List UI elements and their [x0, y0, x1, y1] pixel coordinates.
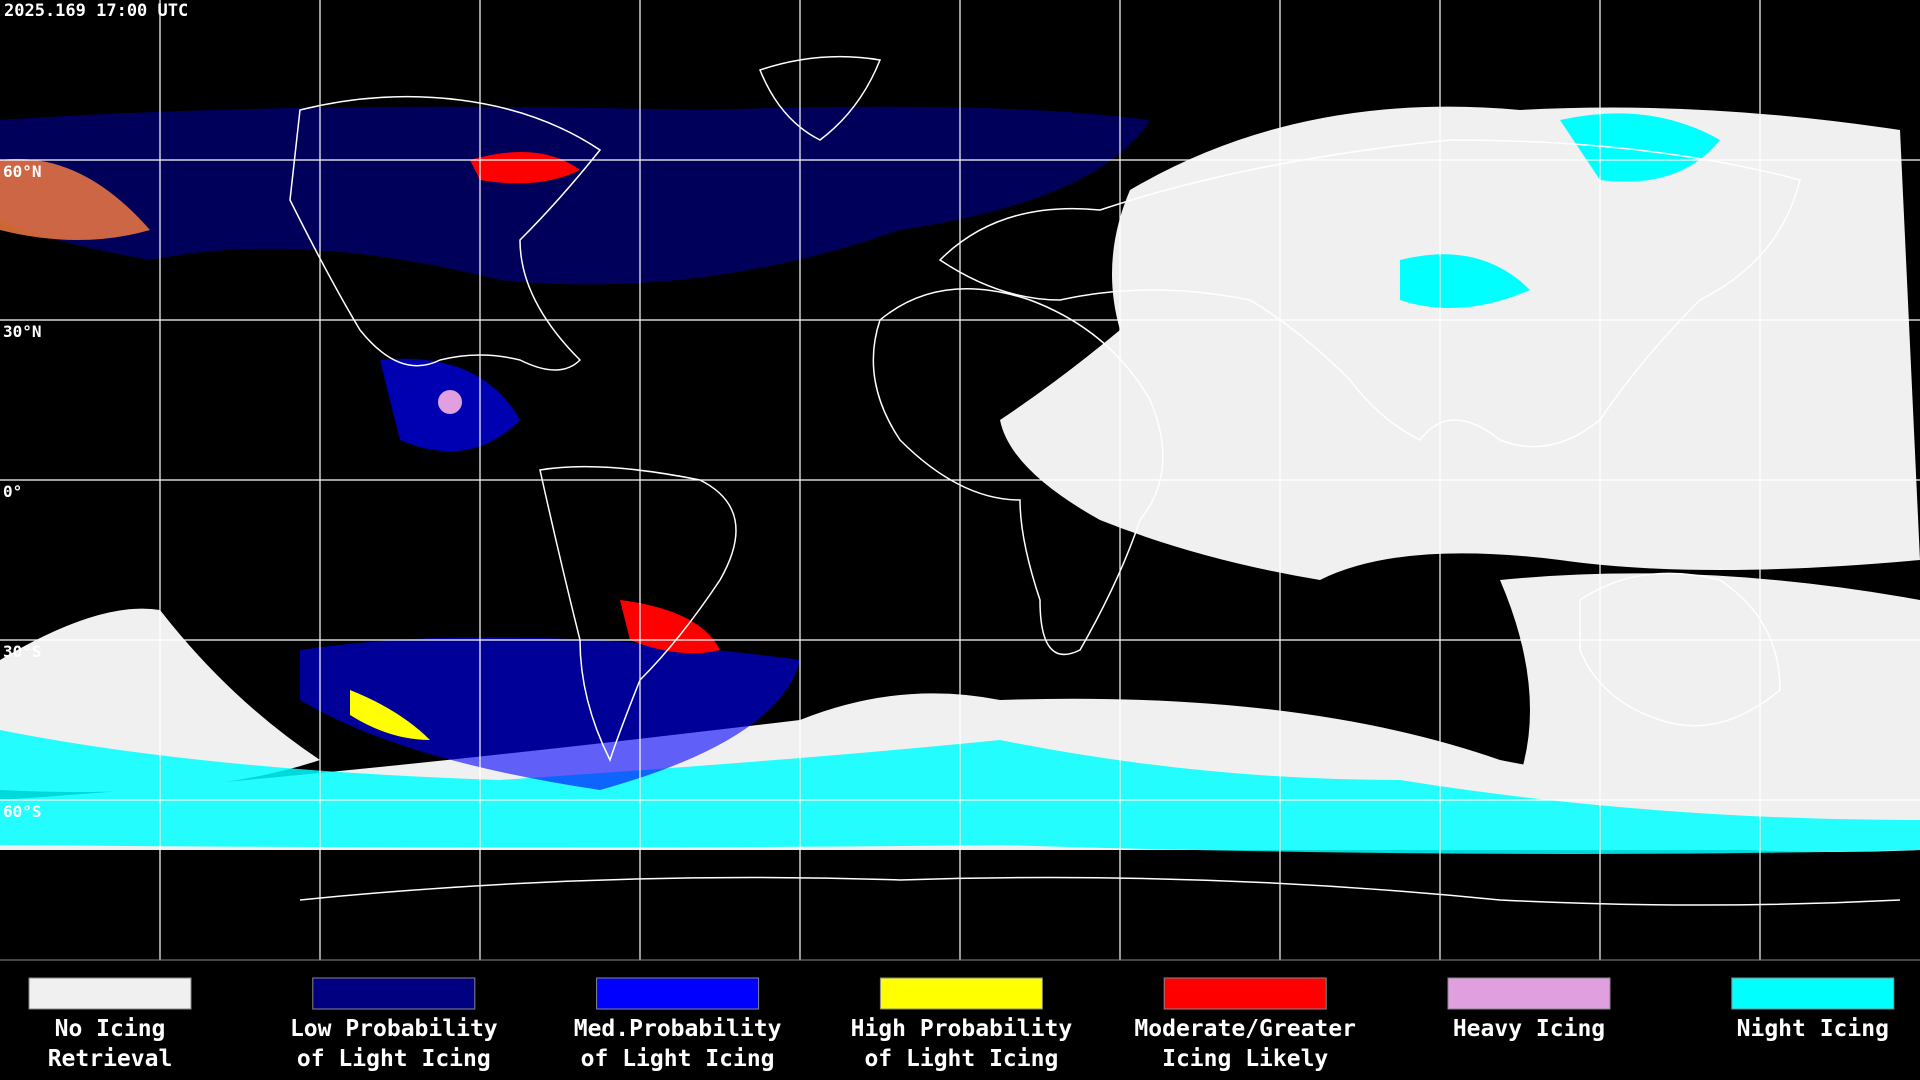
latitude-label: 60°S	[3, 802, 42, 821]
latitude-labels: 60°N 30°N 0° 30°S 60°S	[3, 162, 42, 821]
legend-swatch	[1163, 977, 1327, 1010]
legend-label: Moderate/Greater	[1134, 1016, 1356, 1042]
icing-region	[0, 106, 1150, 285]
legend-label: Night Icing	[1737, 1016, 1889, 1042]
icing-region	[350, 690, 430, 740]
night-icing-region	[1400, 254, 1530, 308]
legend-label: Retrieval	[48, 1046, 173, 1072]
legend-label: No Icing	[55, 1016, 166, 1042]
latitude-label: 0°	[3, 482, 22, 501]
latitude-label: 30°N	[3, 322, 42, 341]
legend-label: of Light Icing	[864, 1046, 1058, 1072]
icing-region	[300, 637, 800, 790]
graticule	[0, 0, 1920, 961]
legend-swatch	[1731, 977, 1895, 1010]
legend-label: Low Probability	[290, 1016, 498, 1042]
legend-swatch	[1447, 977, 1611, 1010]
legend-label: Heavy Icing	[1453, 1016, 1605, 1042]
legend-swatch	[312, 977, 476, 1010]
legend-label: Icing Likely	[1162, 1046, 1328, 1072]
icing-region	[0, 158, 150, 240]
timestamp: 2025.169 17:00 UTC	[4, 1, 188, 21]
latitude-label: 60°N	[3, 162, 42, 181]
legend: No Icing Retrieval Low Probability of Light…	[28, 977, 1895, 1072]
latitude-label: 30°S	[3, 642, 42, 661]
legend-label: of Light Icing	[581, 1046, 775, 1072]
legend-label: of Light Icing	[297, 1046, 491, 1072]
no-icing-region	[1000, 106, 1920, 580]
legend-swatch	[596, 977, 760, 1010]
legend-swatch	[879, 977, 1043, 1010]
icing-region	[438, 390, 462, 414]
legend-swatch	[28, 977, 192, 1010]
legend-label: High Probability	[851, 1016, 1073, 1042]
legend-label: Med.Probability	[574, 1016, 782, 1042]
